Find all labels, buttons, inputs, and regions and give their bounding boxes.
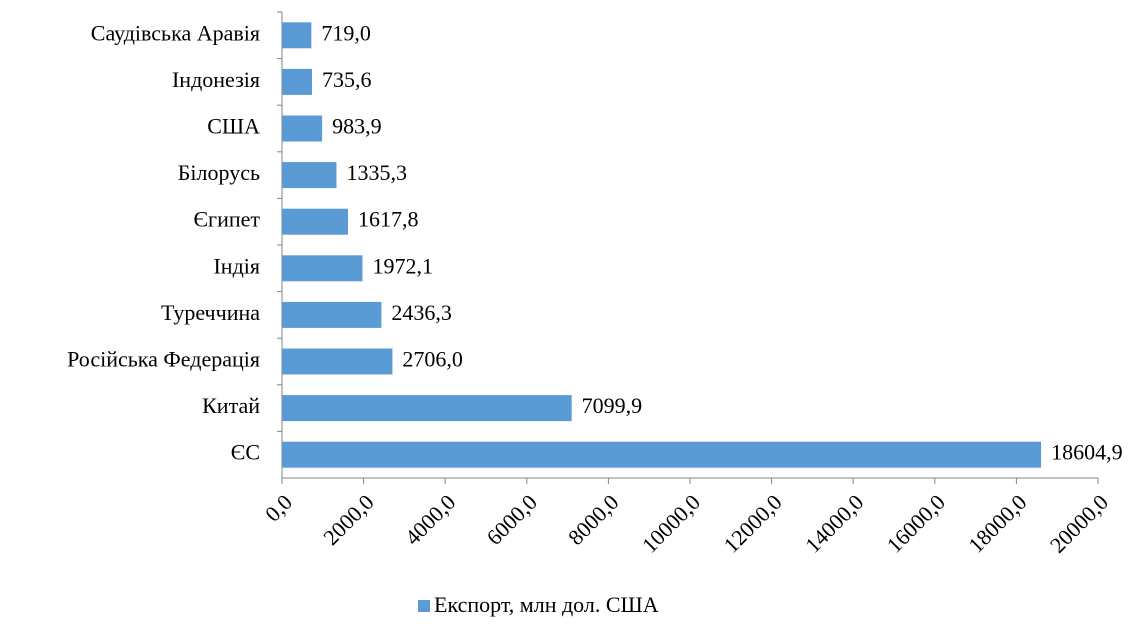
x-tick-label: 0,0 — [260, 489, 297, 526]
data-label: 18604,9 — [1051, 440, 1123, 465]
y-tick-label: ЄС — [231, 440, 260, 465]
data-label: 2706,0 — [402, 347, 463, 372]
bar — [282, 22, 312, 49]
data-label: 719,0 — [321, 20, 371, 45]
data-label: 1617,8 — [358, 207, 419, 232]
y-tick-label: Єгипет — [194, 207, 261, 232]
bar — [282, 395, 572, 422]
bar — [282, 68, 313, 95]
bar — [282, 208, 349, 235]
bar — [282, 255, 363, 282]
x-tick-label: 2000,0 — [318, 489, 378, 549]
bar — [282, 301, 382, 328]
y-tick-label: Індія — [213, 253, 260, 278]
x-tick-label: 12000,0 — [718, 489, 786, 557]
y-tick-label: Білорусь — [178, 160, 260, 185]
x-tick-label: 6000,0 — [481, 489, 541, 549]
bar — [282, 348, 393, 375]
bar — [282, 162, 337, 189]
y-tick-label: Російська Федерація — [67, 347, 260, 372]
x-tick-label: 16000,0 — [882, 489, 950, 557]
data-label: 2436,3 — [391, 300, 452, 325]
bar — [282, 115, 323, 142]
x-tick-label: 8000,0 — [563, 489, 623, 549]
data-label: 983,9 — [332, 114, 382, 139]
legend-label: Експорт, млн дол. США — [434, 592, 659, 617]
bar — [282, 441, 1042, 468]
y-tick-label: Саудівська Аравія — [91, 20, 260, 45]
y-tick-label: Індонезія — [172, 67, 260, 92]
y-tick-label: США — [207, 114, 260, 139]
data-label: 7099,9 — [582, 393, 643, 418]
data-label: 735,6 — [322, 67, 372, 92]
x-tick-label: 10000,0 — [637, 489, 705, 557]
y-tick-label: Китай — [202, 393, 260, 418]
x-tick-label: 14000,0 — [800, 489, 868, 557]
legend-swatch — [418, 600, 430, 612]
x-tick-label: 20000,0 — [1045, 489, 1113, 557]
x-tick-label: 18000,0 — [963, 489, 1031, 557]
data-label: 1972,1 — [372, 253, 433, 278]
x-tick-label: 4000,0 — [400, 489, 460, 549]
data-label: 1335,3 — [346, 160, 407, 185]
y-tick-label: Туреччина — [161, 300, 260, 325]
